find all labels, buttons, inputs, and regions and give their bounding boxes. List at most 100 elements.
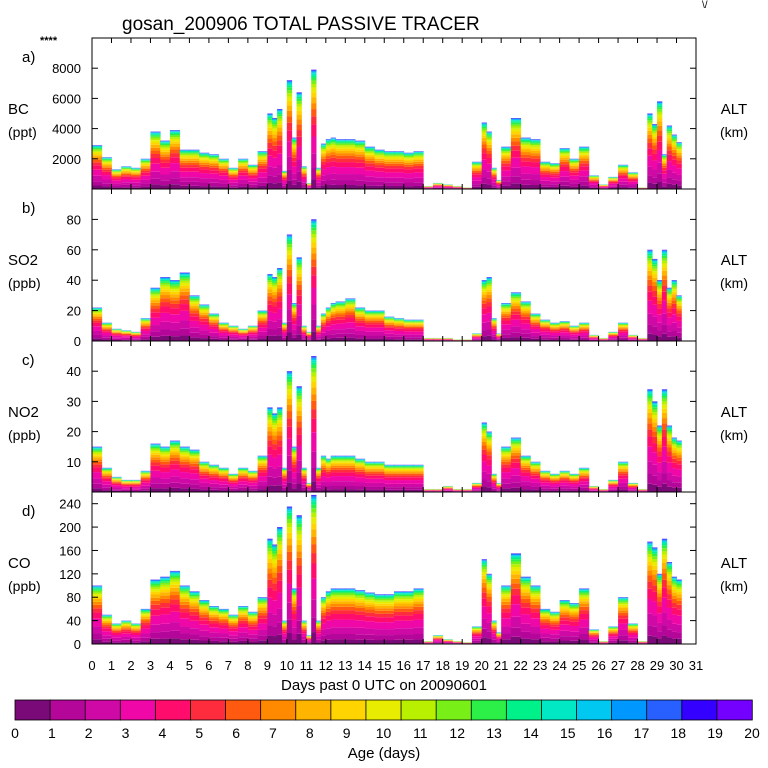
bc-bar-segment	[247, 187, 259, 189]
no2-bar-segment	[471, 490, 483, 492]
no2-bar-segment	[676, 457, 682, 461]
so2-bar-segment	[364, 316, 375, 318]
no2-bar-segment	[92, 472, 103, 479]
no2-bar-segment	[618, 471, 629, 474]
no2-bar-segment	[491, 484, 497, 487]
co-bar-segment	[257, 600, 268, 602]
so2-bar-segment	[403, 331, 414, 335]
bc-bar-segment	[413, 172, 424, 178]
no2-bar-segment	[330, 472, 336, 477]
so2-bar-segment	[530, 324, 541, 327]
bc-bar-segment	[618, 174, 629, 176]
bc-bar-segment	[413, 155, 424, 157]
so2-bar-segment	[413, 324, 424, 326]
no2-bar-segment	[330, 462, 336, 465]
no2-bar-segment	[218, 473, 229, 475]
co-bar-segment	[208, 620, 220, 624]
no2-bar-segment	[320, 461, 327, 463]
so2-bar-segment	[530, 322, 541, 325]
bc-bar-segment	[384, 182, 395, 186]
so2-bar-segment	[121, 333, 132, 334]
bc-bar-segment	[160, 147, 171, 150]
bc-bar-segment	[238, 163, 249, 165]
so2-bar-segment	[111, 338, 122, 341]
so2-bar-segment	[325, 311, 332, 313]
no2-bar-segment	[666, 451, 673, 457]
no2-bar-segment	[510, 482, 522, 488]
no2-age-layers	[92, 356, 682, 492]
bc-bar-segment	[510, 126, 522, 129]
bc-bar-segment	[501, 151, 512, 154]
so2-bar-segment	[413, 326, 424, 329]
no2-bar-segment	[189, 479, 200, 485]
no2-bar-segment	[491, 490, 497, 492]
bc-bar-segment	[179, 152, 190, 154]
no2-bar-segment	[627, 486, 638, 488]
no2-bar-segment	[189, 463, 200, 467]
bc-bar-segment	[267, 175, 273, 183]
bc-bar-segment	[530, 167, 541, 175]
so2-age-layers	[92, 219, 682, 341]
bc-bar-segment	[179, 162, 190, 166]
bc-bar-segment	[311, 71, 317, 73]
bc-bar-segment	[316, 179, 322, 183]
so2-bar-segment	[306, 336, 312, 339]
no2-bar-segment	[355, 460, 366, 461]
bc-bar-segment	[267, 130, 273, 135]
no2-bar-segment	[520, 485, 531, 490]
bc-bar-segment	[272, 119, 278, 121]
bc-bar-segment	[330, 147, 336, 150]
no2-bar-segment	[208, 480, 220, 484]
no2-bar-segment	[189, 457, 200, 460]
so2-bar-segment	[471, 339, 483, 341]
bc-bar-segment	[286, 105, 293, 111]
so2-bar-segment	[559, 324, 570, 325]
no2-bar-segment	[101, 487, 112, 491]
bc-bar-segment	[320, 161, 327, 165]
bc-bar-segment	[652, 124, 658, 126]
no2-bar-segment	[311, 400, 317, 410]
so2-bar-segment	[311, 242, 317, 248]
no2-bar-segment	[647, 393, 653, 396]
bc-bar-segment	[296, 124, 302, 131]
no2-bar-segment	[652, 484, 658, 492]
so2-bar-segment	[277, 274, 283, 277]
bc-bar-segment	[311, 84, 317, 88]
bc-bar-segment	[374, 167, 385, 172]
bc-age-layers	[92, 69, 682, 189]
bc-bar-segment	[325, 162, 332, 168]
so2-bar-segment	[228, 338, 239, 340]
bc-bar-segment	[569, 164, 580, 166]
so2-bar-segment	[510, 305, 522, 309]
bc-bar-segment	[627, 180, 638, 182]
co-bar-segment	[150, 582, 161, 584]
no2-bar-segment	[169, 487, 181, 492]
no2-bar-segment	[311, 451, 317, 468]
bc-bar-segment	[496, 186, 502, 188]
bc-bar-segment	[671, 172, 677, 180]
bc-bar-segment	[671, 135, 677, 137]
bc-bar-segment	[364, 163, 375, 167]
no2-bar-segment	[520, 460, 531, 462]
no2-bar-segment	[189, 451, 200, 453]
co-bar-segment	[169, 587, 181, 592]
so2-bar-segment	[666, 300, 673, 303]
so2-bar-segment	[257, 313, 268, 315]
bc-bar-segment	[501, 150, 512, 152]
so2-bar-segment	[501, 334, 512, 338]
bc-bar-segment	[491, 169, 497, 170]
co-bar-segment	[238, 640, 249, 644]
bc-bar-segment	[657, 130, 663, 136]
bc-bar-segment	[608, 183, 619, 186]
bc-bar-segment	[150, 178, 161, 185]
so2-bar-segment	[267, 328, 273, 336]
no2-bar-segment	[530, 471, 541, 474]
bc-bar-segment	[403, 154, 414, 156]
bc-bar-segment	[267, 142, 273, 149]
bc-bar-segment	[169, 153, 181, 158]
no2-bar-segment	[272, 415, 278, 418]
co-bar-segment	[150, 587, 161, 590]
no2-bar-segment	[661, 401, 668, 405]
so2-bar-segment	[549, 331, 561, 333]
